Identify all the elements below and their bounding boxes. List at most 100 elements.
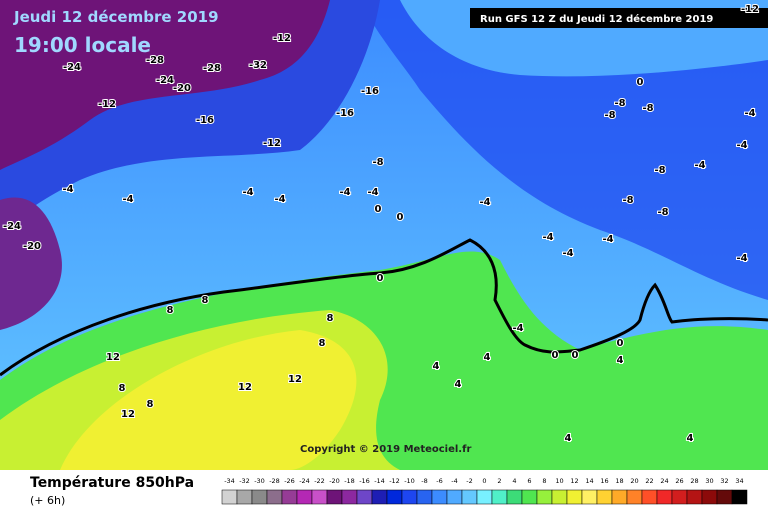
colorbar-swatch bbox=[626, 489, 643, 505]
contour-label: -8 bbox=[657, 207, 668, 218]
colorbar-swatch bbox=[506, 489, 523, 505]
contour-label: -12 bbox=[741, 4, 759, 15]
colorbar-label: 32 bbox=[720, 477, 728, 485]
colorbar-label: -4 bbox=[451, 477, 457, 485]
colorbar-label: 22 bbox=[645, 477, 653, 485]
colorbar-swatch bbox=[611, 489, 628, 505]
contour-label: 8 bbox=[202, 295, 209, 306]
contour-label: -20 bbox=[173, 83, 191, 94]
contour-label: 0 bbox=[377, 273, 384, 284]
contour-label: 12 bbox=[288, 374, 302, 385]
contour-label: 8 bbox=[319, 338, 326, 349]
colorbar-swatch bbox=[431, 489, 448, 505]
contour-label: -12 bbox=[273, 33, 291, 44]
contour-label: 4 bbox=[484, 352, 491, 363]
colorbar-label: -14 bbox=[374, 477, 385, 485]
colorbar-label: -20 bbox=[329, 477, 340, 485]
colorbar-swatch bbox=[461, 489, 478, 505]
colorbar: -34 -32 -30 -28 -26 -24 -22 -20 -18 -16 -14 -12 -10-… bbox=[221, 477, 748, 505]
colorbar-label: 20 bbox=[630, 477, 638, 485]
contour-label: -8 bbox=[372, 157, 383, 168]
contour-label: 4 bbox=[565, 433, 572, 444]
contour-label: -12 bbox=[263, 138, 281, 149]
colorbar-swatch bbox=[236, 489, 253, 505]
footer-step: (+ 6h) bbox=[30, 494, 65, 507]
colorbar-label: 14 bbox=[585, 477, 593, 485]
colorbar-swatch bbox=[251, 489, 268, 505]
colorbar-label: -34 bbox=[224, 477, 235, 485]
contour-label: 0 bbox=[572, 350, 579, 361]
colorbar-swatch bbox=[566, 489, 583, 505]
contour-label: 0 bbox=[637, 77, 644, 88]
contour-label: -4 bbox=[242, 187, 253, 198]
contour-label: -4 bbox=[512, 323, 523, 334]
colorbar-swatch bbox=[401, 489, 418, 505]
run-label: Run GFS 12 Z du Jeudi 12 décembre 2019 bbox=[480, 13, 713, 25]
contour-label: -16 bbox=[196, 115, 214, 126]
contour-label: -24 bbox=[156, 75, 174, 86]
colorbar-label: -22 bbox=[314, 477, 325, 485]
very-cold-region bbox=[0, 0, 330, 170]
colorbar-swatch bbox=[701, 489, 718, 505]
contour-label: -4 bbox=[339, 187, 350, 198]
colorbar-swatch bbox=[491, 489, 508, 505]
contour-label: -4 bbox=[274, 194, 285, 205]
colorbar-swatch bbox=[731, 489, 748, 505]
contour-label: 8 bbox=[327, 313, 334, 324]
colorbar-label: -12 bbox=[389, 477, 400, 485]
colorbar-swatch bbox=[716, 489, 733, 505]
colorbar-swatch bbox=[341, 489, 358, 505]
contour-label: -28 bbox=[146, 55, 164, 66]
colorbar-swatch bbox=[326, 489, 343, 505]
freezing-line bbox=[0, 238, 768, 377]
contour-label: -4 bbox=[542, 232, 553, 243]
contour-label: -16 bbox=[361, 86, 379, 97]
contour-label: -28 bbox=[203, 63, 221, 74]
colorbar-swatch bbox=[266, 489, 283, 505]
colorbar-label: 2 bbox=[497, 477, 501, 485]
contour-label: -20 bbox=[23, 241, 41, 252]
contour-label: 8 bbox=[119, 383, 126, 394]
colorbar-label: -24 bbox=[299, 477, 310, 485]
colorbar-label: 8 bbox=[542, 477, 546, 485]
contour-label: 4 bbox=[687, 433, 694, 444]
colorbar-label: -32 bbox=[239, 477, 250, 485]
colorbar-label: 34 bbox=[735, 477, 743, 485]
very-cold-region bbox=[0, 197, 62, 330]
contour-label: -4 bbox=[602, 234, 613, 245]
contour-label: -32 bbox=[249, 60, 267, 71]
colorbar-label: 16 bbox=[600, 477, 608, 485]
contour-label: -8 bbox=[654, 165, 665, 176]
colorbar-label: 28 bbox=[690, 477, 698, 485]
contour-labels: -12-32-28-28-24-24-20 -16-16-16-12-12-8-4… bbox=[2, 3, 760, 445]
colorbar-swatch bbox=[356, 489, 373, 505]
contour-label: -4 bbox=[736, 253, 747, 264]
contour-label: -4 bbox=[736, 140, 747, 151]
contour-label: -4 bbox=[479, 197, 490, 208]
contour-label: -4 bbox=[122, 194, 133, 205]
colorbar-label: 26 bbox=[675, 477, 683, 485]
contour-label: 0 bbox=[397, 212, 404, 223]
contour-label: 8 bbox=[147, 399, 154, 410]
colorbar-label: -30 bbox=[254, 477, 265, 485]
colorbar-label: 30 bbox=[705, 477, 713, 485]
contour-label: -4 bbox=[694, 160, 705, 171]
colorbar-swatch bbox=[551, 489, 568, 505]
colorbar-label: 4 bbox=[512, 477, 516, 485]
hot-region bbox=[60, 330, 357, 470]
colorbar-label: -26 bbox=[284, 477, 295, 485]
colorbar-swatch bbox=[641, 489, 658, 505]
colorbar-label: 18 bbox=[615, 477, 623, 485]
colorbar-label: 12 bbox=[570, 477, 578, 485]
colorbar-label: -8 bbox=[421, 477, 427, 485]
colorbar-swatch bbox=[416, 489, 433, 505]
colorbar-swatch bbox=[221, 489, 238, 505]
colorbar-swatch bbox=[596, 489, 613, 505]
contour-label: 0 bbox=[552, 350, 559, 361]
contour-label: -4 bbox=[62, 184, 73, 195]
contour-label: -24 bbox=[63, 62, 81, 73]
contour-label: -4 bbox=[744, 108, 755, 119]
contour-label: 12 bbox=[121, 409, 135, 420]
footer-title: Température 850hPa bbox=[30, 475, 194, 491]
